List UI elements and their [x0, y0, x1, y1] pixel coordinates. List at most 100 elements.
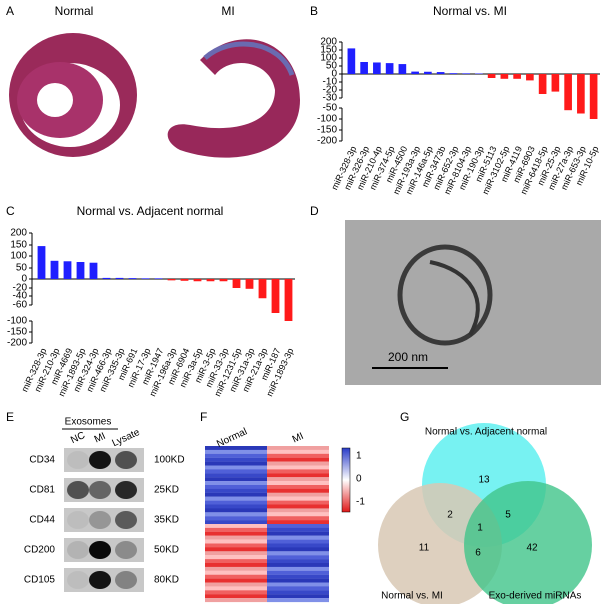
- bar: [102, 277, 111, 279]
- y-tick-label: -10: [323, 77, 338, 88]
- bar: [373, 62, 381, 74]
- bar: [589, 74, 598, 119]
- blot-band: [89, 511, 111, 529]
- y-tick-label: -50: [323, 103, 338, 114]
- bar: [115, 277, 124, 279]
- venn: [378, 423, 592, 604]
- heat-cell: [267, 586, 329, 591]
- y-tick-label: -100: [317, 114, 337, 125]
- venn-count: 6: [475, 548, 481, 559]
- blot-band: [67, 571, 89, 589]
- heat-cell: [205, 570, 267, 575]
- heat-cell: [267, 559, 329, 564]
- bar: [245, 279, 254, 289]
- size-label: 25KD: [154, 485, 179, 496]
- y-tick-label: -40: [13, 291, 28, 302]
- heat-cell: [267, 543, 329, 548]
- heat-cell: [267, 461, 329, 466]
- heat-cell: [205, 453, 267, 458]
- chart-title: Normal vs. MI: [433, 4, 507, 18]
- bar: [141, 278, 150, 279]
- bar: [206, 279, 215, 282]
- heat-cell: [267, 555, 329, 560]
- bar: [232, 279, 241, 288]
- y-tick-label: 200: [10, 228, 27, 239]
- heat-cell: [267, 563, 329, 567]
- y-tick-label: 150: [320, 45, 337, 56]
- y-tick-label: 0: [21, 274, 27, 285]
- heat-cell: [267, 590, 329, 595]
- blot-band: [115, 511, 137, 529]
- bar: [436, 72, 445, 74]
- heat-cell: [205, 473, 267, 478]
- bar: [538, 74, 547, 94]
- heat-cell: [205, 477, 267, 482]
- y-tick-label: -60: [13, 300, 28, 311]
- heatmap: [205, 446, 329, 603]
- bar: [487, 74, 496, 78]
- venn-count: 1: [477, 523, 483, 534]
- panel-label: C: [6, 204, 15, 218]
- venn-count: 42: [526, 543, 538, 554]
- heat-cell: [267, 535, 329, 540]
- histology-label: Normal: [55, 4, 94, 18]
- heat-cell: [267, 598, 329, 603]
- heat-cell: [205, 524, 267, 528]
- panel-label: G: [400, 410, 409, 424]
- venn-count: 2: [447, 510, 453, 521]
- bar: [360, 62, 368, 74]
- colorbar-tick-label: 0: [356, 474, 362, 485]
- heat-cell: [267, 566, 329, 571]
- heat-cell: [205, 559, 267, 564]
- colorbar-tick-label: 1: [356, 451, 362, 462]
- protein-label: CD81: [29, 485, 55, 496]
- lane-label: MI: [93, 431, 108, 446]
- panel-label: B: [310, 4, 318, 18]
- panel-label: A: [6, 4, 14, 18]
- bar: [347, 48, 356, 74]
- bar: [449, 73, 458, 74]
- blot-band: [89, 481, 111, 499]
- lane-label: NC: [69, 430, 87, 446]
- heat-cell: [205, 457, 267, 462]
- heat-cell: [267, 504, 329, 509]
- size-label: 100KD: [154, 455, 185, 466]
- micrograph: [345, 220, 601, 385]
- blot-band: [115, 481, 137, 499]
- heat-cell: [205, 566, 267, 571]
- heat-cell: [267, 485, 329, 489]
- blot-band: [67, 451, 89, 469]
- y-tick-label: 200: [320, 37, 337, 48]
- venn-count: 11: [419, 543, 430, 554]
- blot-band: [115, 571, 137, 589]
- heat-cell: [205, 520, 267, 525]
- y-tick-label: -30: [323, 93, 338, 104]
- y-tick-label: 150: [10, 240, 27, 251]
- bar: [551, 74, 560, 92]
- heat-cell: [205, 469, 267, 474]
- heat-cell: [267, 500, 329, 505]
- venn-set-label: Exo-derived miRNAs: [489, 591, 582, 602]
- y-tick-label: -20: [323, 85, 338, 96]
- heat-cell: [205, 481, 267, 486]
- heat-cell: [205, 594, 267, 599]
- heat-cell: [267, 527, 329, 532]
- blot-group-label: Exosomes: [65, 417, 112, 428]
- y-tick-label: 50: [16, 263, 28, 274]
- venn-count: 13: [478, 475, 490, 486]
- blot-band: [89, 541, 111, 559]
- heat-cell: [267, 453, 329, 458]
- heat-cell: [205, 492, 267, 497]
- blot-band: [89, 571, 111, 589]
- size-label: 50KD: [154, 545, 179, 556]
- heat-cell: [267, 570, 329, 575]
- y-tick-label: -150: [317, 125, 337, 136]
- bar: [193, 279, 202, 282]
- heat-cell: [205, 527, 267, 532]
- heat-cell: [267, 473, 329, 478]
- blot-band: [67, 481, 89, 499]
- heat-cell: [205, 504, 267, 509]
- heat-cell: [205, 586, 267, 591]
- heat-cell: [267, 457, 329, 462]
